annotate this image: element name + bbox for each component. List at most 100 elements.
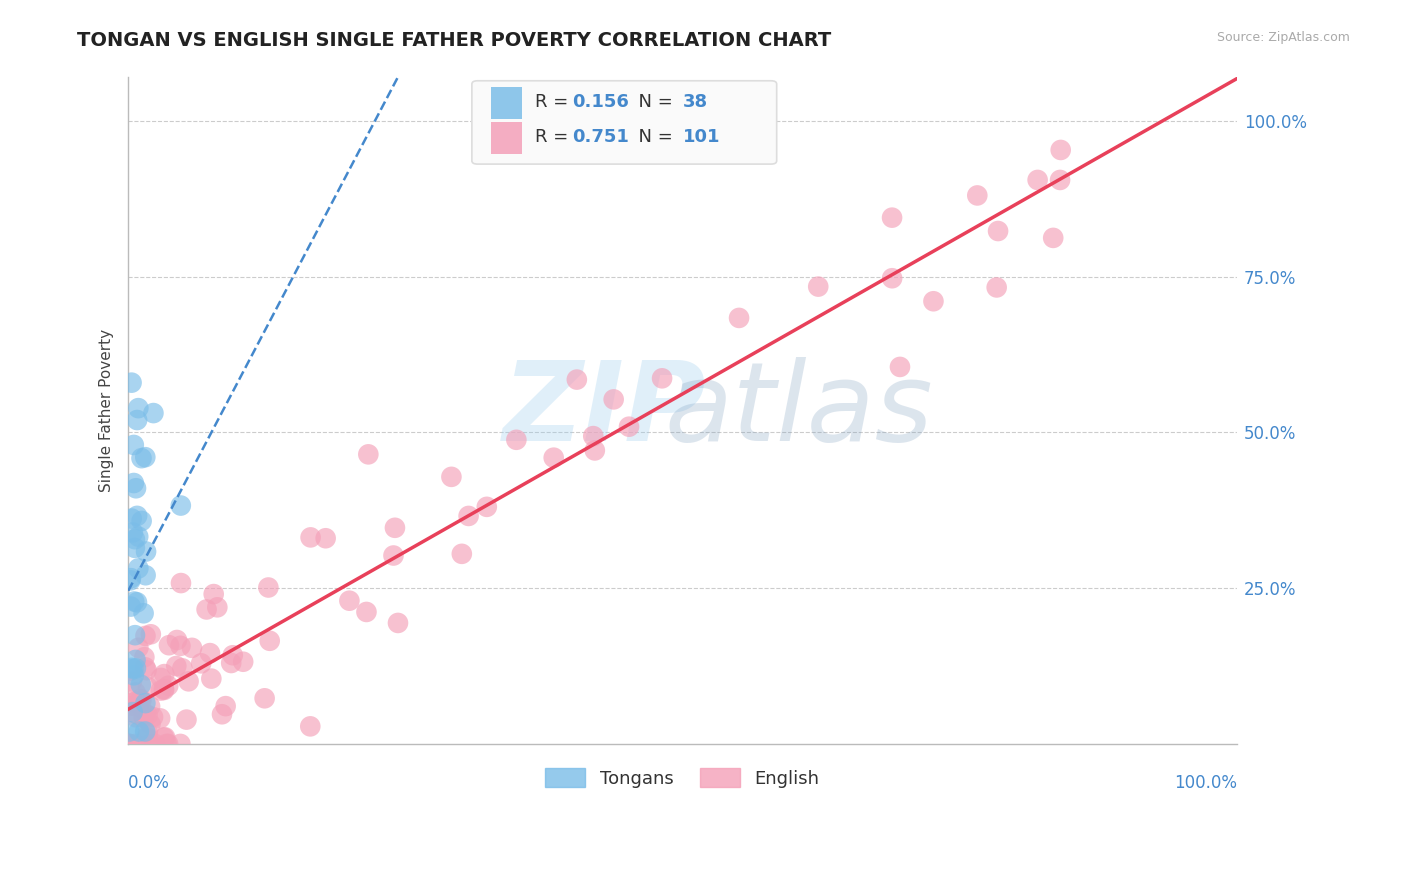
Point — [169, 639, 191, 653]
Point — [139, 717, 162, 731]
Point — [922, 294, 945, 309]
Text: TONGAN VS ENGLISH SINGLE FATHER POVERTY CORRELATION CHART: TONGAN VS ENGLISH SINGLE FATHER POVERTY … — [77, 31, 831, 50]
Point — [157, 679, 180, 693]
Point — [357, 447, 380, 461]
Text: 0.751: 0.751 — [572, 128, 628, 146]
Point — [124, 628, 146, 642]
Point — [124, 685, 146, 699]
Point — [966, 188, 988, 202]
Point — [131, 514, 153, 528]
Point — [135, 568, 157, 582]
Point — [450, 547, 472, 561]
Point — [124, 737, 146, 751]
Legend: Tongans, English: Tongans, English — [538, 761, 827, 795]
Point — [214, 699, 236, 714]
Point — [120, 571, 142, 585]
Point — [122, 475, 145, 490]
Point — [157, 737, 180, 751]
Point — [136, 726, 159, 740]
Point — [1042, 231, 1064, 245]
Y-axis label: Single Father Poverty: Single Father Poverty — [100, 329, 114, 492]
Point — [505, 433, 527, 447]
Point — [121, 661, 143, 675]
Point — [118, 737, 141, 751]
Point — [122, 668, 145, 682]
Text: Source: ZipAtlas.com: Source: ZipAtlas.com — [1216, 31, 1350, 45]
FancyBboxPatch shape — [472, 81, 776, 164]
Point — [121, 674, 143, 689]
FancyBboxPatch shape — [491, 122, 522, 154]
Point — [128, 724, 150, 739]
Point — [232, 655, 254, 669]
Point — [987, 224, 1010, 238]
Point — [582, 429, 605, 443]
Point — [339, 593, 361, 607]
Point — [153, 731, 176, 745]
Text: 100.0%: 100.0% — [1174, 774, 1237, 792]
Point — [728, 310, 751, 325]
Text: R =: R = — [536, 93, 574, 112]
Point — [602, 392, 624, 407]
Point — [142, 710, 165, 724]
Point — [222, 648, 245, 663]
Point — [143, 737, 166, 751]
Point — [153, 683, 176, 698]
Text: N =: N = — [627, 93, 679, 112]
Point — [131, 693, 153, 707]
Point — [153, 667, 176, 681]
Point — [157, 638, 180, 652]
Point — [122, 662, 145, 676]
Point — [132, 711, 155, 725]
Point — [211, 707, 233, 722]
Point — [543, 450, 565, 465]
Point — [121, 511, 143, 525]
Point — [118, 724, 141, 739]
Point — [387, 615, 409, 630]
Point — [127, 508, 149, 523]
Point — [127, 413, 149, 427]
Text: 0.0%: 0.0% — [128, 774, 170, 792]
Point — [190, 657, 212, 671]
Point — [122, 698, 145, 713]
Point — [259, 633, 281, 648]
Point — [121, 376, 143, 390]
Point — [1049, 143, 1071, 157]
Point — [177, 674, 200, 689]
Point — [139, 737, 162, 751]
Point — [176, 713, 198, 727]
Point — [127, 401, 149, 416]
Point — [135, 730, 157, 744]
Point — [129, 678, 152, 692]
Point — [120, 664, 142, 678]
Point — [125, 694, 148, 708]
Point — [198, 646, 221, 660]
Text: 0.156: 0.156 — [572, 93, 628, 112]
Text: atlas: atlas — [665, 357, 934, 464]
Point — [134, 724, 156, 739]
Point — [384, 521, 406, 535]
Point — [172, 661, 194, 675]
Point — [120, 574, 142, 588]
Text: 101: 101 — [682, 128, 720, 146]
Point — [134, 706, 156, 721]
Point — [125, 707, 148, 722]
Point — [181, 640, 204, 655]
Point — [299, 530, 322, 544]
Point — [134, 629, 156, 643]
Text: ZIP: ZIP — [503, 357, 707, 464]
Point — [139, 627, 162, 641]
Point — [155, 737, 177, 751]
Point — [253, 691, 276, 706]
Point — [149, 711, 172, 725]
Point — [153, 681, 176, 696]
Point — [125, 710, 148, 724]
Point — [457, 508, 479, 523]
Point — [135, 663, 157, 677]
Point — [382, 549, 405, 563]
Point — [125, 481, 148, 495]
Point — [134, 650, 156, 665]
Point — [127, 530, 149, 544]
Point — [125, 661, 148, 675]
Point — [617, 419, 640, 434]
Point — [149, 683, 172, 698]
